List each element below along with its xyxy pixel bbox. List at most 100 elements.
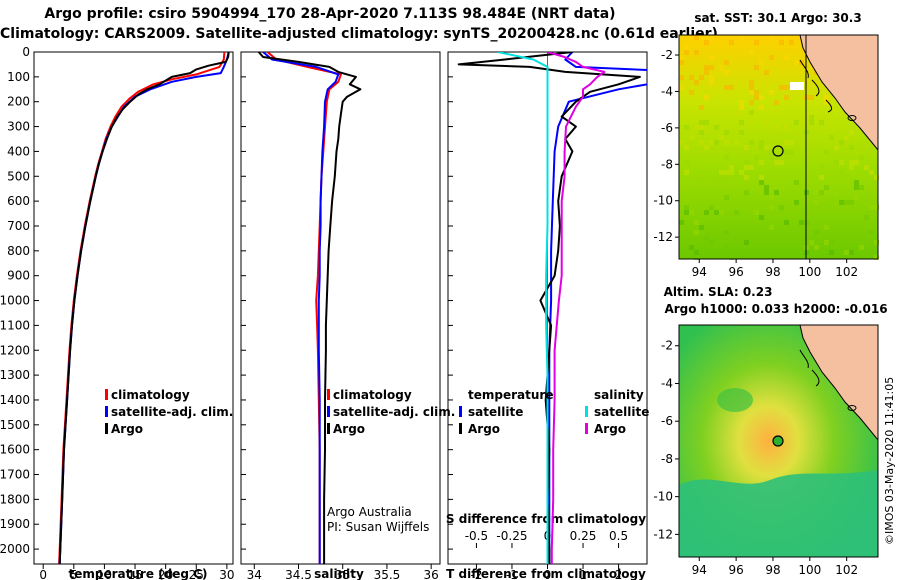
sst-texture-cell	[774, 190, 779, 195]
sst-texture-cell	[819, 185, 824, 190]
sst-texture-cell	[824, 185, 829, 190]
series-line-climatology	[58, 52, 226, 564]
difference-profiles	[457, 52, 647, 564]
map-lon-tick-label: 96	[728, 265, 743, 279]
sst-texture-cell	[729, 85, 734, 90]
sst-texture-cell	[739, 100, 744, 105]
island-outline	[847, 405, 857, 411]
sst-texture-cell	[874, 240, 879, 245]
sst-texture-cell	[789, 140, 794, 145]
map-lat-tick-label: -8	[661, 157, 673, 171]
difference-legend: temperature satellite Argo salinity sate…	[459, 388, 649, 436]
sst-texture-cell	[719, 170, 724, 175]
depth-tick-label: 0	[22, 45, 30, 59]
sst-texture-cell	[759, 95, 764, 100]
sst-texture-cell	[714, 125, 719, 130]
sst-texture-cell	[724, 185, 729, 190]
sst-texture-cell	[724, 60, 729, 65]
legend-label-argo: Argo	[111, 422, 143, 436]
sst-texture-cell	[704, 65, 709, 70]
sst-texture-cell	[764, 185, 769, 190]
sst-texture-cell	[809, 240, 814, 245]
t-difference-x-tick-label: -2	[470, 568, 482, 580]
legend-label-argo: Argo	[333, 422, 365, 436]
legend-swatch-s-argo	[585, 423, 588, 434]
sst-texture-cell	[694, 230, 699, 235]
sst-texture-cell	[854, 195, 859, 200]
sst-texture-cell	[839, 140, 844, 145]
sst-texture-cell	[679, 60, 684, 65]
sst-texture-cell	[874, 205, 879, 210]
depth-tick-label: 1000	[0, 294, 30, 308]
sst-texture-cell	[749, 90, 754, 95]
map-lat-tick-label: -12	[653, 230, 673, 244]
depth-tick-label: 400	[7, 144, 30, 158]
sst-texture-cell	[779, 160, 784, 165]
sst-texture-cell	[739, 170, 744, 175]
sst-texture-cell	[829, 240, 834, 245]
sst-texture-cell	[854, 180, 859, 185]
depth-tick-label: 1100	[0, 318, 30, 332]
sst-texture-cell	[739, 105, 744, 110]
depth-tick-label: 500	[7, 169, 30, 183]
sst-texture-cell	[799, 220, 804, 225]
map-lat-tick-label: -4	[661, 376, 673, 390]
island-outline	[825, 99, 833, 113]
temperature-x-axis: 0 5 10 15 20 25 30	[39, 564, 235, 580]
sst-texture-cell	[704, 120, 709, 125]
sst-texture-cell	[719, 210, 724, 215]
legend-swatch-t-argo	[459, 423, 462, 434]
sst-texture-cell	[739, 130, 744, 135]
salinity-x-tick-label: 36	[424, 568, 439, 580]
sst-texture-cell	[769, 195, 774, 200]
depth-tick-label: 1800	[0, 492, 30, 506]
depth-axis: 0 100 200 300 400 500 600 700 800 900 1000 1100 1200…	[0, 45, 453, 556]
depth-tick-label: 100	[7, 70, 30, 84]
depth-tick-label: 1200	[0, 343, 30, 357]
map-lon-tick-label: 94	[692, 563, 707, 577]
sst-map: -2 -4 -6 -8 -10 -12 94 96 98 100 102	[653, 34, 879, 279]
map-lat-tick-label: -6	[661, 414, 673, 428]
sst-texture-cell	[719, 135, 724, 140]
map-lat-tick-label: -10	[653, 490, 673, 504]
sst-texture-cell	[759, 60, 764, 65]
t-difference-x-tick-label: -1	[506, 568, 518, 580]
depth-tick-label: 900	[7, 269, 30, 283]
series-line-argo	[58, 52, 230, 564]
legend-swatch-climatology	[327, 389, 330, 400]
sst-texture-cell	[859, 155, 864, 160]
sst-texture-cell	[699, 140, 704, 145]
sst-texture-cell	[839, 170, 844, 175]
sst-texture-cell	[784, 125, 789, 130]
sst-texture-cell	[824, 240, 829, 245]
sst-texture-cell	[849, 180, 854, 185]
sst-texture-cell	[709, 140, 714, 145]
sst-texture-cell	[694, 35, 699, 40]
sst-texture-cell	[764, 70, 769, 75]
salinity-axis-label: salinity	[314, 567, 364, 580]
sst-texture-cell	[789, 150, 794, 155]
sst-texture-cell	[819, 175, 824, 180]
sst-texture-cell	[794, 180, 799, 185]
credit-argo-australia: Argo Australia	[327, 505, 412, 519]
sst-texture-cell	[694, 220, 699, 225]
depth-tick-label: 700	[7, 219, 30, 233]
sst-texture-cell	[789, 40, 794, 45]
sst-texture-cell	[849, 250, 854, 255]
sst-texture-cell	[724, 130, 729, 135]
legend-label-satellite: satellite-adj. clim.	[111, 405, 233, 419]
sst-map-title: sat. SST: 30.1 Argo: 30.3	[694, 11, 861, 25]
sla-eddy	[717, 388, 753, 412]
map-lat-tick-label: -12	[653, 527, 673, 541]
sst-texture-cell	[734, 140, 739, 145]
sla-map: -2 -4 -6 -8 -10 -12 94 96 98 100 102	[653, 324, 879, 577]
sst-texture-cell	[759, 160, 764, 165]
sst-texture-cell	[759, 145, 764, 150]
temperature-legend: climatology satellite-adj. clim. Argo	[105, 388, 233, 436]
sst-texture-cell	[849, 145, 854, 150]
sst-texture-cell	[744, 165, 749, 170]
salinity-panel-frame	[240, 51, 441, 565]
sst-texture-cell	[689, 75, 694, 80]
s-difference-x-tick-label: -0.5	[465, 529, 488, 543]
legend-label-climatology: climatology	[111, 388, 190, 402]
